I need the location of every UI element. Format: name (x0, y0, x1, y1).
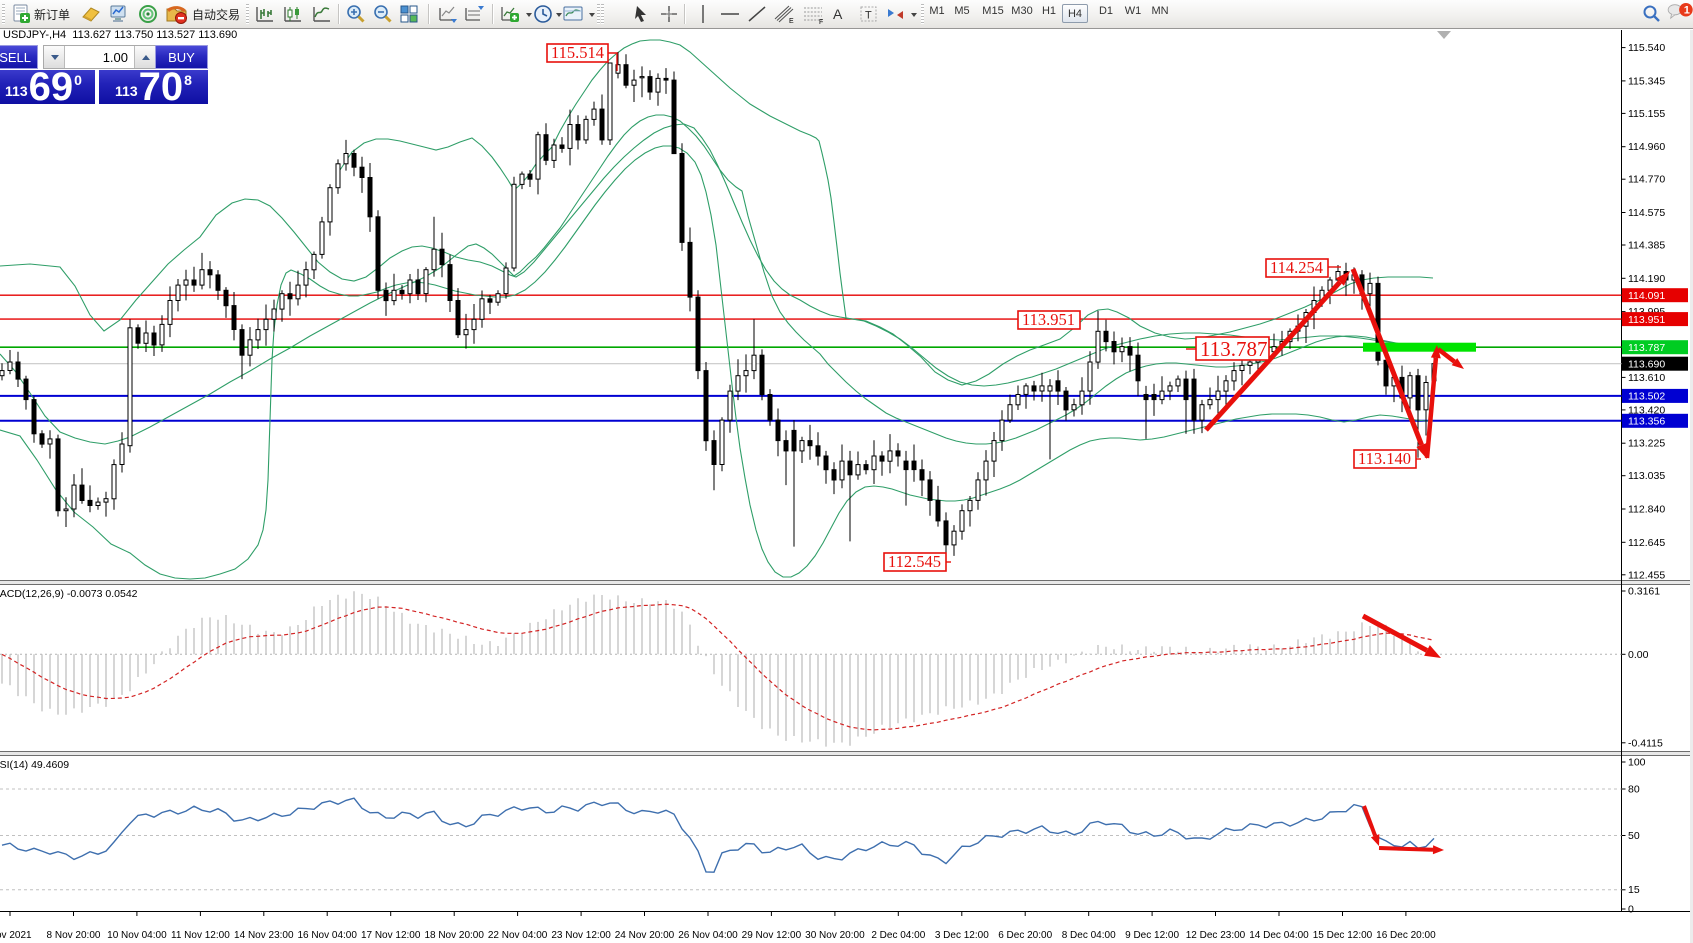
svg-text:14 Nov 23:00: 14 Nov 23:00 (234, 930, 294, 941)
svg-text:114.254: 114.254 (1270, 258, 1323, 277)
svg-text:0: 0 (1628, 904, 1634, 916)
svg-text:114.575: 114.575 (1628, 207, 1665, 219)
svg-text:115.345: 115.345 (1628, 75, 1665, 87)
svg-text:115.155: 115.155 (1628, 108, 1665, 120)
svg-text:15: 15 (1628, 884, 1640, 896)
svg-text:ov 2021: ov 2021 (0, 930, 32, 941)
svg-text:0.00: 0.00 (1628, 649, 1649, 661)
svg-text:2 Dec 04:00: 2 Dec 04:00 (871, 930, 925, 941)
svg-text:T: T (865, 10, 872, 22)
svg-text:113.690: 113.690 (1628, 359, 1665, 371)
svg-text:16 Dec 20:00: 16 Dec 20:00 (1376, 930, 1436, 941)
svg-text:17 Nov 12:00: 17 Nov 12:00 (361, 930, 421, 941)
svg-text:RSI(14) 49.4609: RSI(14) 49.4609 (0, 759, 69, 771)
svg-text:113.787: 113.787 (1200, 337, 1267, 361)
svg-text:113.610: 113.610 (1628, 372, 1665, 384)
svg-text:115.540: 115.540 (1628, 42, 1665, 54)
svg-text:15 Dec 12:00: 15 Dec 12:00 (1313, 930, 1373, 941)
svg-text:50: 50 (1628, 830, 1640, 842)
svg-text:114.190: 114.190 (1628, 273, 1665, 285)
svg-text:113.951: 113.951 (1628, 314, 1665, 326)
svg-text:113.035: 113.035 (1628, 470, 1665, 482)
svg-text:113.140: 113.140 (1358, 449, 1411, 468)
svg-text:F: F (819, 19, 823, 25)
svg-text:23 Nov 12:00: 23 Nov 12:00 (551, 930, 611, 941)
svg-text:112.840: 112.840 (1628, 504, 1665, 516)
svg-text:-0.4115: -0.4115 (1628, 737, 1663, 749)
svg-text:114.960: 114.960 (1628, 141, 1665, 153)
svg-text:USDJPY-,H4 113.627 113.750 11: USDJPY-,H4 113.627 113.750 113.527 113.6… (3, 29, 237, 41)
svg-text:80: 80 (1628, 784, 1640, 796)
svg-text:22 Nov 04:00: 22 Nov 04:00 (488, 930, 548, 941)
svg-text:113.502: 113.502 (1628, 391, 1665, 403)
svg-text:1: 1 (1684, 5, 1690, 17)
svg-text:8 Nov 20:00: 8 Nov 20:00 (47, 930, 101, 941)
svg-text:12 Dec 23:00: 12 Dec 23:00 (1186, 930, 1246, 941)
svg-text:112.455: 112.455 (1628, 569, 1665, 581)
svg-text:114.091: 114.091 (1628, 290, 1665, 302)
svg-text:10 Nov 04:00: 10 Nov 04:00 (107, 930, 167, 941)
svg-text:0.3161: 0.3161 (1628, 586, 1660, 598)
svg-text:114.385: 114.385 (1628, 240, 1665, 252)
svg-text:115.514: 115.514 (551, 43, 604, 62)
svg-text:16 Nov 04:00: 16 Nov 04:00 (297, 930, 357, 941)
svg-text:E: E (789, 18, 794, 25)
svg-text:113.420: 113.420 (1628, 404, 1665, 416)
svg-text:113.951: 113.951 (1022, 310, 1075, 329)
svg-text:8 Dec 04:00: 8 Dec 04:00 (1062, 930, 1116, 941)
svg-text:112.645: 112.645 (1628, 537, 1665, 549)
svg-text:100: 100 (1628, 757, 1646, 769)
svg-text:29 Nov 12:00: 29 Nov 12:00 (742, 930, 802, 941)
svg-text:26 Nov 04:00: 26 Nov 04:00 (678, 930, 738, 941)
svg-text:3 Dec 12:00: 3 Dec 12:00 (935, 930, 989, 941)
svg-text:113.225: 113.225 (1628, 438, 1665, 450)
svg-text:30 Nov 20:00: 30 Nov 20:00 (805, 930, 865, 941)
svg-text:11 Nov 12:00: 11 Nov 12:00 (171, 930, 230, 941)
svg-text:113.787: 113.787 (1628, 342, 1665, 354)
svg-text:9 Dec 12:00: 9 Dec 12:00 (1125, 930, 1179, 941)
svg-text:MACD(12,26,9) -0.0073 0.0542: MACD(12,26,9) -0.0073 0.0542 (0, 588, 138, 600)
svg-text:14 Dec 04:00: 14 Dec 04:00 (1249, 930, 1309, 941)
svg-text:18 Nov 20:00: 18 Nov 20:00 (424, 930, 484, 941)
svg-text:113.356: 113.356 (1628, 416, 1665, 428)
svg-text:114.770: 114.770 (1628, 174, 1665, 186)
svg-text:24 Nov 20:00: 24 Nov 20:00 (615, 930, 675, 941)
svg-text:112.545: 112.545 (888, 552, 941, 571)
svg-text:6 Dec 20:00: 6 Dec 20:00 (998, 930, 1052, 941)
